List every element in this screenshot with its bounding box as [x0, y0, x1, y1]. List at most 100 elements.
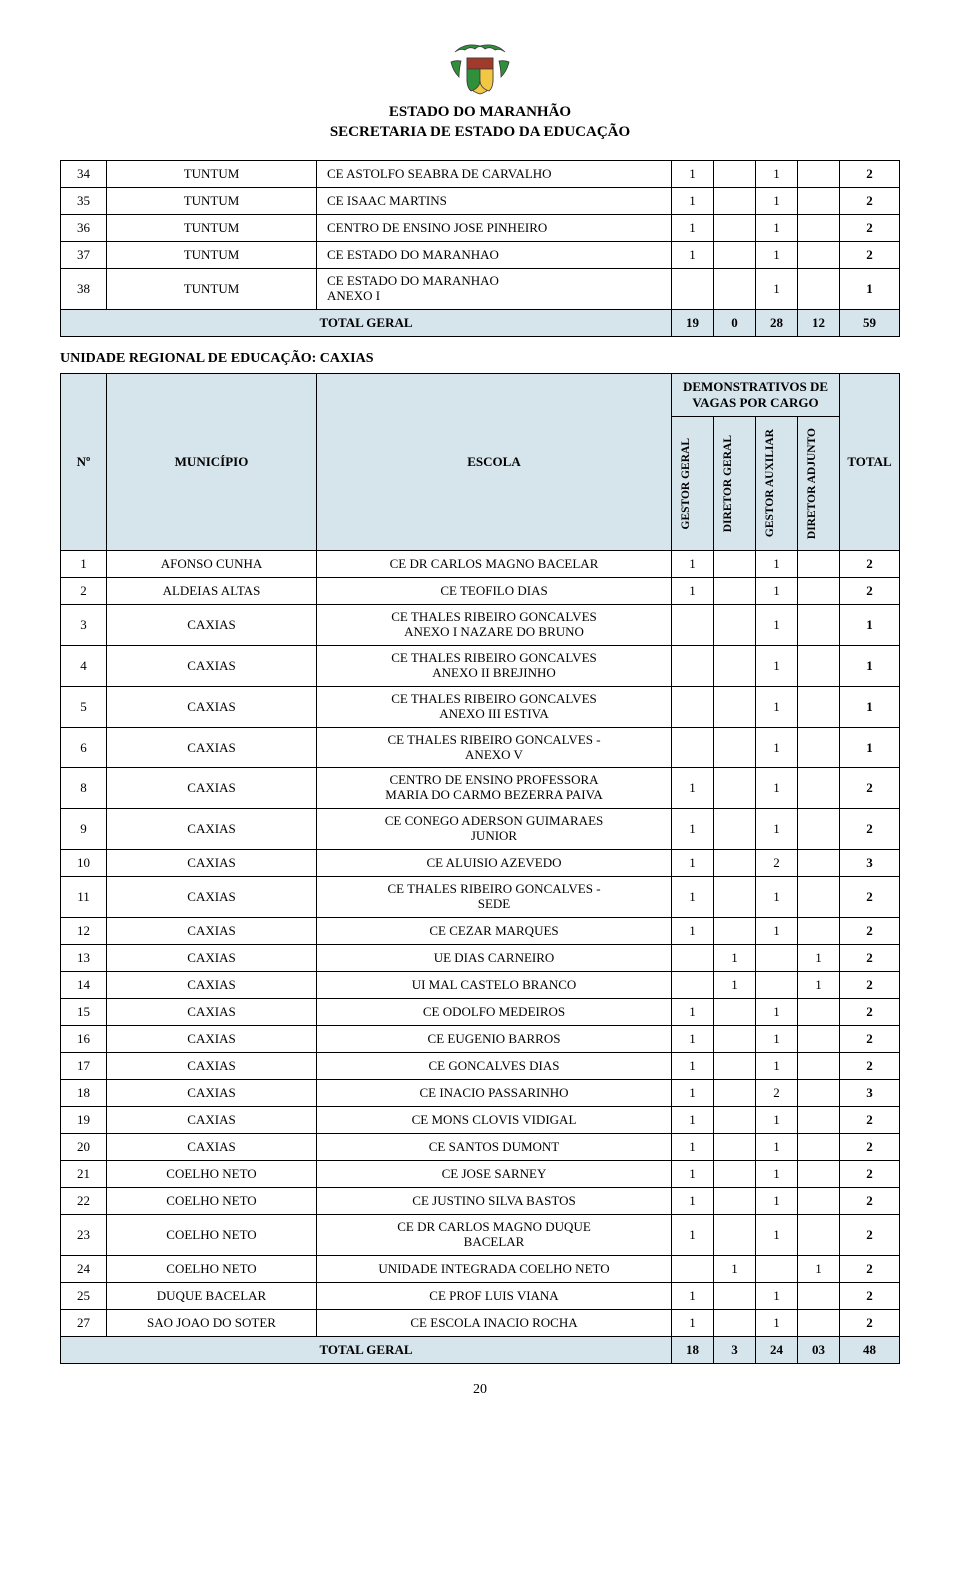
- cell-escola: CE GONCALVES DIAS: [317, 1053, 672, 1080]
- cell-c1: 1: [672, 1309, 714, 1336]
- table-row: 8CAXIASCENTRO DE ENSINO PROFESSORAMARIA …: [61, 768, 900, 809]
- cell-municipio: COELHO NETO: [107, 1161, 317, 1188]
- cell-municipio: CAXIAS: [107, 1134, 317, 1161]
- cell-c1: 1: [672, 242, 714, 269]
- cell-total: 2: [840, 242, 900, 269]
- cell-c2: [714, 727, 756, 768]
- cell-c1: [672, 945, 714, 972]
- cell-municipio: TUNTUM: [107, 215, 317, 242]
- cell-c1: 1: [672, 1215, 714, 1256]
- total-c4: 12: [798, 309, 840, 336]
- cell-total: 2: [840, 768, 900, 809]
- cell-municipio: ALDEIAS ALTAS: [107, 577, 317, 604]
- cell-municipio: CAXIAS: [107, 972, 317, 999]
- table-row: 16CAXIASCE EUGENIO BARROS112: [61, 1026, 900, 1053]
- cell-c3: [756, 945, 798, 972]
- total-sum: 59: [840, 309, 900, 336]
- cell-c4: [798, 161, 840, 188]
- total-sum: 48: [840, 1336, 900, 1363]
- table-row: 37TUNTUMCE ESTADO DO MARANHAO112: [61, 242, 900, 269]
- cell-escola: CE THALES RIBEIRO GONCALVESANEXO III EST…: [317, 686, 672, 727]
- table-row: 35TUNTUMCE ISAAC MARTINS112: [61, 188, 900, 215]
- cell-total: 2: [840, 918, 900, 945]
- cell-total: 2: [840, 1282, 900, 1309]
- cell-c1: [672, 269, 714, 310]
- cell-escola: CE CEZAR MARQUES: [317, 918, 672, 945]
- cell-c1: [672, 645, 714, 686]
- cell-c4: [798, 918, 840, 945]
- cell-num: 13: [61, 945, 107, 972]
- cell-c3: 1: [756, 161, 798, 188]
- cell-c3: 1: [756, 1309, 798, 1336]
- cell-c3: 1: [756, 604, 798, 645]
- cell-c2: [714, 877, 756, 918]
- cell-total: 2: [840, 188, 900, 215]
- cell-num: 17: [61, 1053, 107, 1080]
- total-label: TOTAL GERAL: [61, 1336, 672, 1363]
- col-header-gestor-geral: GESTOR GERAL: [672, 416, 714, 550]
- cell-c1: [672, 604, 714, 645]
- cell-num: 35: [61, 188, 107, 215]
- cell-total: 2: [840, 1215, 900, 1256]
- table-row: 10CAXIASCE ALUISIO AZEVEDO123: [61, 850, 900, 877]
- col-header-total: TOTAL: [840, 373, 900, 550]
- cell-total: 1: [840, 686, 900, 727]
- cell-c4: [798, 1134, 840, 1161]
- cell-total: 2: [840, 1053, 900, 1080]
- cell-total: 1: [840, 269, 900, 310]
- table-row: 18CAXIASCE INACIO PASSARINHO123: [61, 1080, 900, 1107]
- cell-c3: 1: [756, 918, 798, 945]
- cell-c2: [714, 1026, 756, 1053]
- cell-escola: CE PROF LUIS VIANA: [317, 1282, 672, 1309]
- cell-escola: CE ODOLFO MEDEIROS: [317, 999, 672, 1026]
- cell-c2: [714, 809, 756, 850]
- cell-escola: CE JOSE SARNEY: [317, 1161, 672, 1188]
- cell-c1: 1: [672, 768, 714, 809]
- cell-num: 21: [61, 1161, 107, 1188]
- cell-c3: 1: [756, 999, 798, 1026]
- cell-escola: CE ESTADO DO MARANHAO: [317, 242, 672, 269]
- cell-num: 16: [61, 1026, 107, 1053]
- table-row: 12CAXIASCE CEZAR MARQUES112: [61, 918, 900, 945]
- total-c4: 03: [798, 1336, 840, 1363]
- cell-c3: 1: [756, 877, 798, 918]
- cell-num: 10: [61, 850, 107, 877]
- cell-c2: [714, 1107, 756, 1134]
- cell-c4: [798, 269, 840, 310]
- cell-c3: [756, 972, 798, 999]
- total-c1: 18: [672, 1336, 714, 1363]
- cell-total: 2: [840, 215, 900, 242]
- cell-c1: 1: [672, 1161, 714, 1188]
- table-row: 27SAO JOAO DO SOTERCE ESCOLA INACIO ROCH…: [61, 1309, 900, 1336]
- header-line1: ESTADO DO MARANHÃO: [60, 103, 900, 123]
- cell-num: 14: [61, 972, 107, 999]
- table-row: 11CAXIASCE THALES RIBEIRO GONCALVES -SED…: [61, 877, 900, 918]
- cell-c3: 1: [756, 768, 798, 809]
- cell-num: 36: [61, 215, 107, 242]
- cell-c3: 1: [756, 269, 798, 310]
- cell-c4: [798, 1107, 840, 1134]
- cell-c4: [798, 727, 840, 768]
- cell-c4: [798, 645, 840, 686]
- cell-c4: [798, 1161, 840, 1188]
- cell-c1: 1: [672, 1026, 714, 1053]
- cell-c4: [798, 1309, 840, 1336]
- cell-c3: 1: [756, 1107, 798, 1134]
- cell-escola: CE DR CARLOS MAGNO BACELAR: [317, 550, 672, 577]
- cell-num: 27: [61, 1309, 107, 1336]
- cell-c1: 1: [672, 161, 714, 188]
- table-row: 3CAXIASCE THALES RIBEIRO GONCALVESANEXO …: [61, 604, 900, 645]
- table-row: 21COELHO NETOCE JOSE SARNEY112: [61, 1161, 900, 1188]
- cell-c1: 1: [672, 999, 714, 1026]
- cell-c2: [714, 269, 756, 310]
- cell-c1: 1: [672, 188, 714, 215]
- cell-c3: 1: [756, 215, 798, 242]
- total-c1: 19: [672, 309, 714, 336]
- cell-total: 2: [840, 1026, 900, 1053]
- cell-municipio: CAXIAS: [107, 999, 317, 1026]
- table-continuation: 34TUNTUMCE ASTOLFO SEABRA DE CARVALHO112…: [60, 160, 900, 337]
- cell-c3: 1: [756, 1026, 798, 1053]
- cell-c2: [714, 999, 756, 1026]
- cell-municipio: CAXIAS: [107, 877, 317, 918]
- cell-c3: 2: [756, 850, 798, 877]
